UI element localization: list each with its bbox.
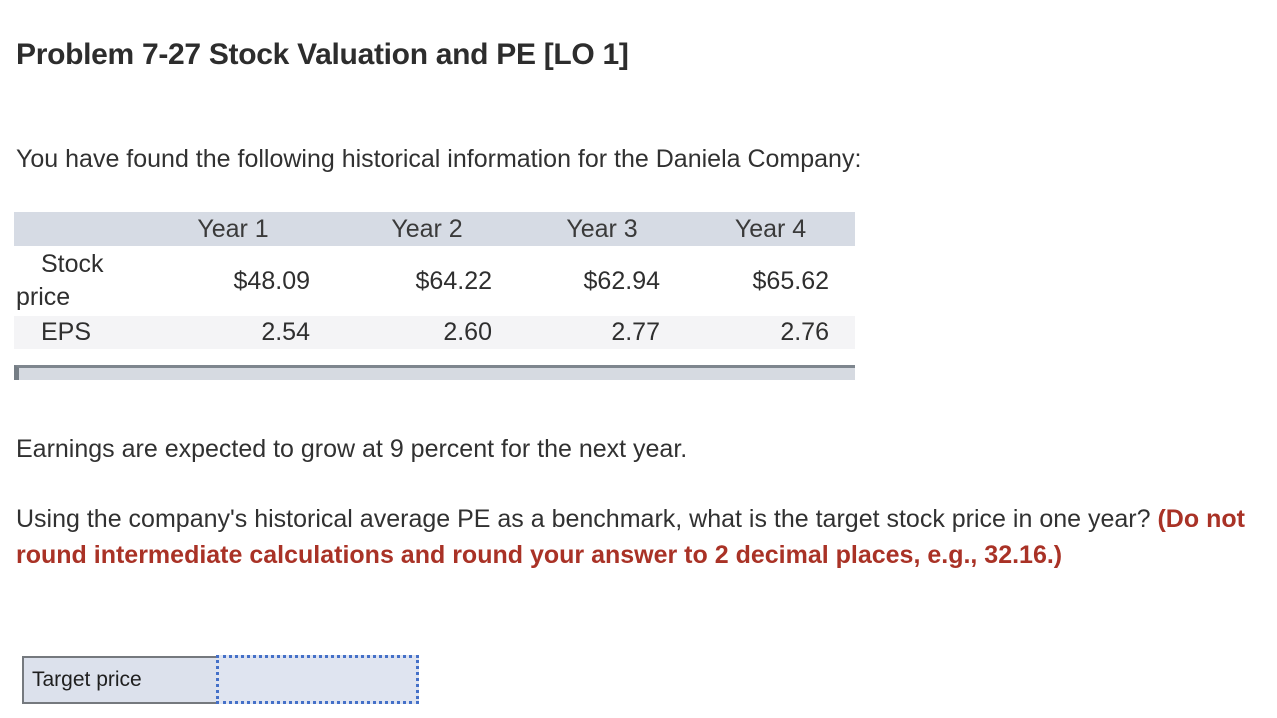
historical-data-table: Year 1 Year 2 Year 3 Year 4 Stock price …: [14, 212, 855, 349]
row-label-stock-price: Stock price: [14, 246, 130, 316]
table-row-eps: EPS 2.54 2.60 2.77 2.76: [14, 316, 855, 349]
intro-text: You have found the following historical …: [16, 145, 862, 173]
table-row-stock-price: Stock price $48.09 $64.22 $62.94 $65.62: [14, 246, 855, 316]
table-horizontal-scrollbar[interactable]: [14, 365, 855, 380]
table-header-year2: Year 2: [336, 212, 518, 246]
target-price-input-area[interactable]: [216, 655, 419, 704]
question-text: Using the company's historical average P…: [16, 501, 1266, 573]
eps-year3: 2.77: [518, 316, 686, 349]
table-header-blank: [14, 212, 130, 246]
stock-price-year3: $62.94: [518, 246, 686, 316]
table-header-year1: Year 1: [130, 212, 336, 246]
rounding-instruction: (Do not round intermediate calculations …: [16, 505, 1245, 569]
stock-price-year2: $64.22: [336, 246, 518, 316]
table-header-year3: Year 3: [518, 212, 686, 246]
eps-year1: 2.54: [130, 316, 336, 349]
eps-year4: 2.76: [686, 316, 855, 349]
table-header-year4: Year 4: [686, 212, 855, 246]
problem-title: Problem 7-27 Stock Valuation and PE [LO …: [16, 38, 629, 71]
target-price-input[interactable]: [219, 658, 416, 701]
answer-box: Target price: [22, 655, 419, 704]
target-price-label: Target price: [22, 656, 218, 704]
stock-price-year4: $65.62: [686, 246, 855, 316]
eps-year2: 2.60: [336, 316, 518, 349]
stock-price-year1: $48.09: [130, 246, 336, 316]
question-normal-text: Using the company's historical average P…: [16, 505, 1158, 533]
table-header-row: Year 1 Year 2 Year 3 Year 4: [14, 212, 855, 246]
growth-text: Earnings are expected to grow at 9 perce…: [16, 435, 688, 463]
row-label-eps: EPS: [14, 316, 130, 349]
